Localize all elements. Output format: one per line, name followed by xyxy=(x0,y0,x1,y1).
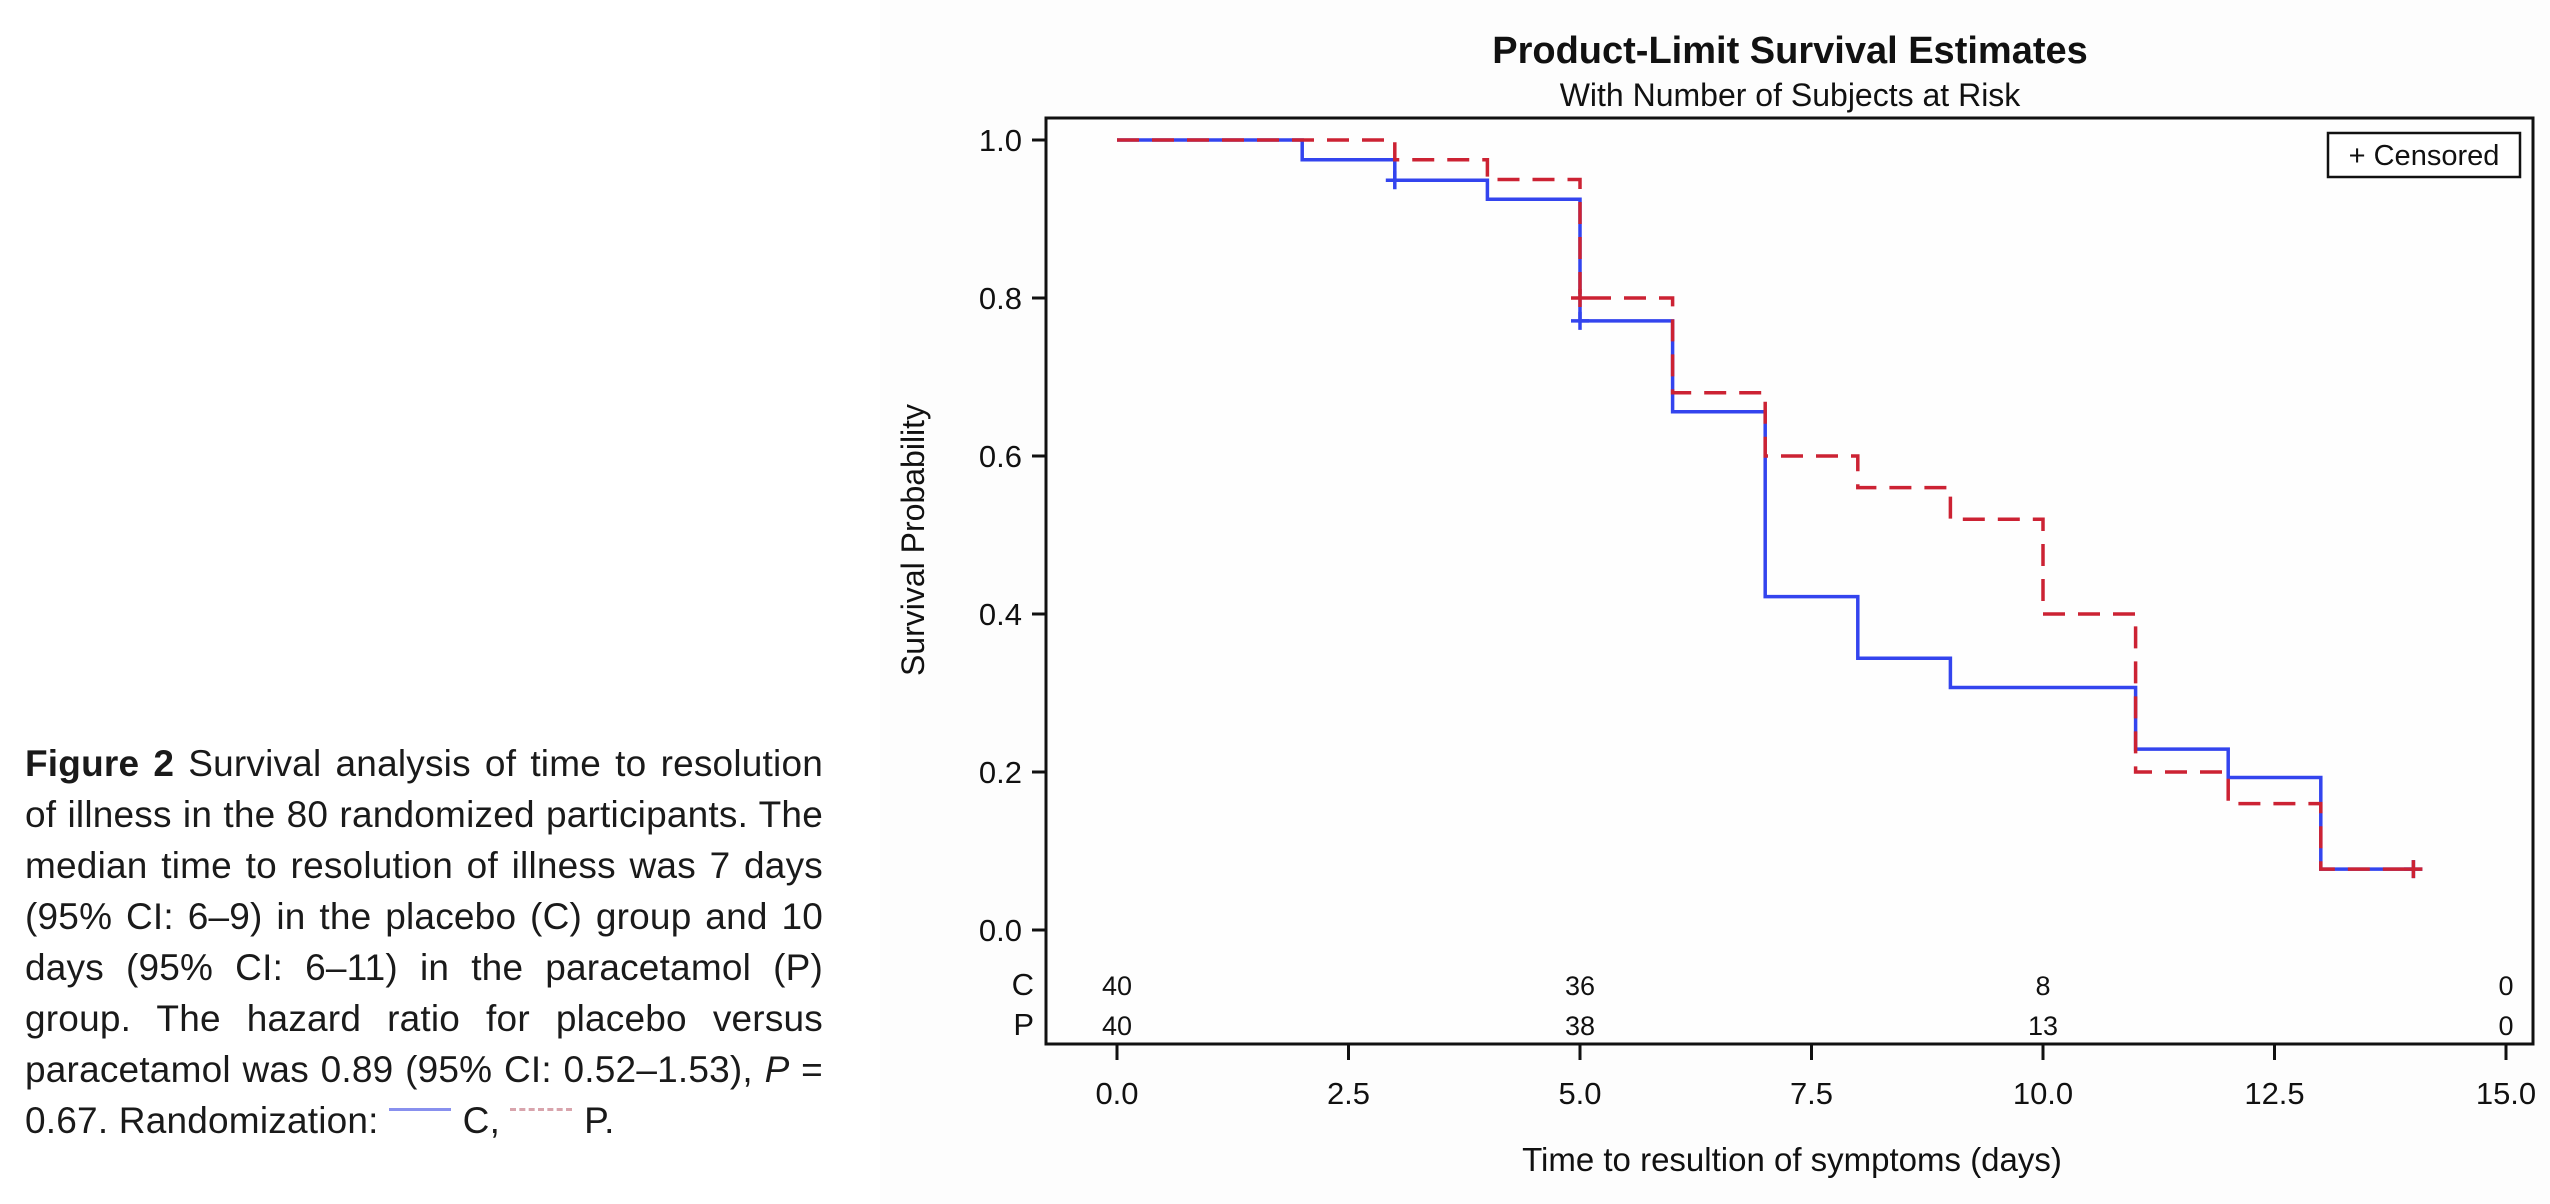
p-value-text: = 0.67. xyxy=(25,1049,823,1141)
legend-swatch-c xyxy=(388,1108,451,1111)
censor-mark-c xyxy=(1571,311,1589,330)
y-axis-label: Survival Probability xyxy=(895,404,931,676)
censor-mark-c xyxy=(1385,171,1404,190)
survival-curve-p xyxy=(1117,138,2414,871)
x-tick-label: 10.0 xyxy=(2013,1076,2073,1111)
censored-legend: + Censored xyxy=(2326,131,2522,179)
chart-subtitle: With Number of Subjects at Risk xyxy=(1560,77,2022,113)
x-tick-label: 0.0 xyxy=(1095,1076,1138,1111)
x-tick-label: 7.5 xyxy=(1790,1076,1833,1111)
y-tick-label: 0.8 xyxy=(979,281,1022,316)
x-axis-label: Time to resultion of symptoms (days) xyxy=(1522,1141,2062,1178)
p-symbol: P xyxy=(764,1049,790,1090)
at-risk-value: 0 xyxy=(2498,1011,2513,1041)
chart-title: Product-Limit Survival Estimates xyxy=(1492,30,2088,72)
caption-text: Survival analysis of time to resolution … xyxy=(25,743,823,1090)
censored-legend-box xyxy=(2326,131,2522,179)
censor-mark-p xyxy=(1571,289,1589,307)
at-risk-row-label: C xyxy=(1012,967,1034,1002)
at-risk-value: 13 xyxy=(2028,1011,2058,1041)
at-risk-value: 38 xyxy=(1565,1011,1595,1041)
censored-legend-label: + Censored xyxy=(2349,140,2500,172)
legend-label-c: C, xyxy=(462,1100,501,1141)
at-risk-value: 40 xyxy=(1102,1011,1132,1041)
x-tick-label: 2.5 xyxy=(1327,1076,1370,1111)
y-tick-label: 0.4 xyxy=(979,597,1022,632)
legend-swatch-p xyxy=(510,1108,573,1111)
figure-label: Figure 2 xyxy=(25,743,175,784)
figure-caption: Figure 2 Survival analysis of time to res… xyxy=(25,738,823,1146)
y-tick-label: 0.6 xyxy=(979,439,1022,474)
at-risk-table: C 40 36 8 0 P 40 38 13 0 xyxy=(1012,967,2514,1042)
at-risk-row-label: P xyxy=(1013,1007,1034,1042)
y-tick-label: 1.0 xyxy=(979,123,1022,158)
x-tick-label: 5.0 xyxy=(1558,1076,1601,1111)
at-risk-value: 8 xyxy=(2035,971,2050,1001)
censor-mark-p xyxy=(2404,860,2423,879)
at-risk-value: 40 xyxy=(1102,971,1132,1001)
randomization-label: Randomization: xyxy=(118,1100,379,1141)
at-risk-value: 0 xyxy=(2498,971,2513,1001)
x-tick-label: 12.5 xyxy=(2244,1076,2304,1111)
series-layer xyxy=(1117,138,2423,879)
y-tick-label: 0.2 xyxy=(979,755,1022,790)
plot-frame xyxy=(1044,116,2535,1046)
x-axis-ticks: 0.0 2.5 5.0 7.5 10.0 12.5 15.0 xyxy=(1095,1044,2536,1111)
at-risk-value: 36 xyxy=(1565,971,1595,1001)
y-axis-ticks: 0.0 0.2 0.4 0.6 0.8 1.0 xyxy=(979,123,1046,948)
x-tick-label: 15.0 xyxy=(2476,1076,2536,1111)
y-tick-label: 0.0 xyxy=(979,913,1022,948)
legend-label-p: P. xyxy=(584,1100,615,1141)
